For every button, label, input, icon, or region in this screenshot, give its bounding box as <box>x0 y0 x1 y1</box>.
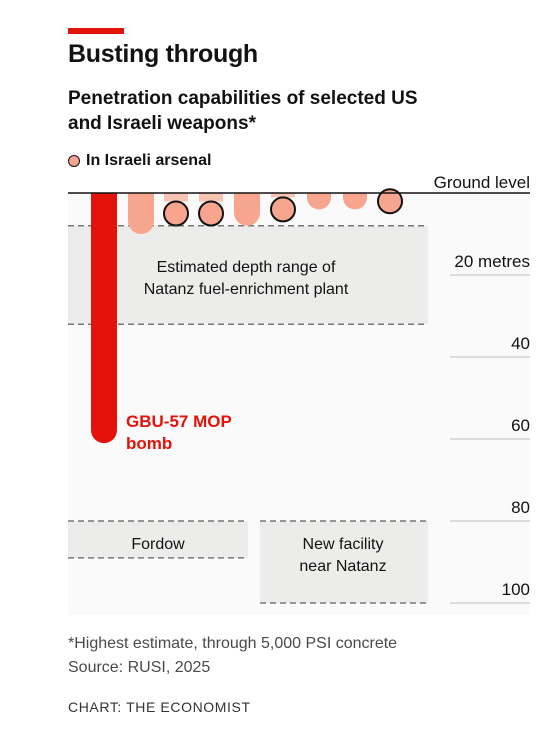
bar-7 <box>343 193 367 210</box>
range-label-new-facility-line1: New facility <box>303 536 384 553</box>
tick-label-100: 100 <box>502 580 530 599</box>
bar-label-mop-line2: bomb <box>126 434 172 453</box>
depth-range-2 <box>260 521 428 603</box>
bar-israeli-circle-8 <box>377 188 403 215</box>
bar-4 <box>234 193 260 226</box>
bar-israeli-circle-2 <box>163 200 189 227</box>
bar-0 <box>91 193 117 444</box>
chart-subtitle: Penetration capabilities of selected US … <box>68 88 418 134</box>
depth-range-0 <box>68 225 428 325</box>
bar-israeli-circle-3 <box>198 200 224 227</box>
bar-stem-5 <box>271 193 295 198</box>
tick-label-20: 20 metres <box>454 252 530 271</box>
chart-title: Busting through <box>68 40 258 68</box>
bar-label-mop-line1: GBU-57 MOP <box>126 412 232 431</box>
tick-label-60: 60 <box>511 416 530 435</box>
bar-6 <box>307 193 331 210</box>
chart-credit: CHART: THE ECONOMIST <box>68 699 251 715</box>
legend-label: In Israeli arsenal <box>86 152 212 169</box>
axis-label-ground-level: Ground level <box>434 173 530 192</box>
bar-israeli-circle-5 <box>270 196 296 223</box>
accent-bar <box>68 28 124 34</box>
tick-label-40: 40 <box>511 334 530 353</box>
legend-circle-icon <box>68 155 80 167</box>
legend: In Israeli arsenal <box>68 152 211 170</box>
range-label-fordow: Fordow <box>131 536 185 553</box>
footnote: *Highest estimate, through 5,000 PSI con… <box>68 635 398 652</box>
bar-stem-3 <box>199 193 223 202</box>
range-label-natanz-line1: Estimated depth range of <box>157 259 336 276</box>
depth-range-1 <box>68 521 248 558</box>
tick-label-80: 80 <box>511 498 530 517</box>
range-label-new-facility-line2: near Natanz <box>299 558 386 575</box>
bar-1 <box>128 193 154 234</box>
bar-stem-2 <box>164 193 188 202</box>
range-label-natanz-line2: Natanz fuel-enrichment plant <box>144 281 349 298</box>
footnote-block: *Highest estimate, through 5,000 PSI con… <box>68 632 397 680</box>
source: Source: RUSI, 2025 <box>68 659 211 676</box>
